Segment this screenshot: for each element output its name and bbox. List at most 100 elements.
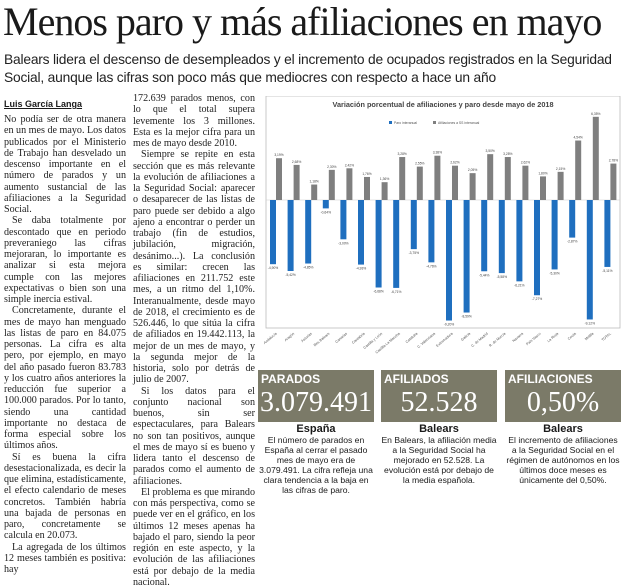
paragraph: Sí es buena la cifra desestacionalizada,…: [4, 451, 126, 542]
data-label: -6,71%: [391, 290, 402, 294]
paragraph: Si los datos para el conjunto nacional s…: [133, 385, 255, 487]
stat-value: 3.079.491: [260, 387, 372, 418]
category-label: Melilla: [584, 332, 594, 342]
category-label: R. de Murcia: [488, 332, 506, 348]
headline: Menos paro y más afiliaciones en mayo: [3, 0, 602, 44]
bar-afiliaciones: [346, 168, 353, 200]
category-label: Ceuta: [567, 332, 577, 341]
bar-paro: [586, 200, 593, 320]
bar-paro: [604, 200, 611, 267]
legend-label-paro: Paro interanual: [394, 121, 417, 125]
stat-label: PARADOS: [261, 372, 321, 386]
bar-afiliaciones: [328, 169, 335, 200]
paragraph: 172.639 parados menos, con lo que el tot…: [133, 93, 255, 149]
data-label: 1,76%: [362, 172, 371, 176]
data-label: 3,38%: [433, 151, 442, 155]
bar-paro: [551, 200, 558, 270]
stat-value: 52.528: [400, 387, 478, 418]
data-label: -6,68%: [373, 290, 384, 294]
category-label: TOTAL: [601, 332, 612, 342]
stat-description: El número de parados en España al cerrar…: [259, 435, 373, 495]
data-label: 2,68%: [292, 160, 301, 164]
bar-afiliaciones: [592, 116, 599, 200]
stat-parados: PARADOS 3.079.491 España El número de pa…: [258, 370, 374, 495]
data-label: 6,35%: [591, 112, 600, 116]
stat-region: España: [296, 423, 336, 435]
stat-afiliaciones: AFILIACIONES 0,50% Balears El incremento…: [505, 370, 621, 485]
bar-paro: [463, 200, 470, 313]
data-label: -4,76%: [426, 264, 437, 268]
category-label: Illes Balears: [313, 332, 331, 348]
bar-afiliaciones: [276, 158, 282, 200]
subtitle: Balears lidera el descenso de desemplead…: [4, 52, 612, 85]
stat-box: AFILIADOS 52.528: [381, 370, 497, 422]
bar-afiliaciones: [381, 182, 388, 200]
data-label: -4,93%: [356, 267, 367, 271]
data-label: -9,12%: [585, 321, 596, 325]
bar-afiliaciones: [416, 166, 423, 200]
data-label: -5,42%: [285, 273, 296, 277]
bar-afiliaciones: [575, 140, 582, 200]
bar-paro: [270, 200, 276, 265]
bar-paro: [322, 200, 329, 209]
data-label: -5,58%: [497, 275, 508, 279]
stat-region: Balears: [543, 423, 583, 435]
legend-swatch-paro: [389, 121, 392, 124]
category-label: La Rioja: [547, 332, 560, 344]
bar-afiliaciones: [610, 163, 617, 200]
bar-afiliaciones: [293, 164, 300, 200]
data-label: 3,28%: [503, 152, 512, 156]
data-label: 1,36%: [380, 177, 389, 181]
stat-description: El incremento de afiliaciones a la Segur…: [506, 435, 620, 485]
data-label: -9,20%: [444, 323, 455, 327]
data-label: -2,87%: [567, 240, 578, 244]
legend-label-afiliaciones: Afiliaciones a SS interanual: [438, 121, 480, 125]
stat-label: AFILIACIONES: [508, 372, 593, 386]
bar-chart: Variación porcentual de afiliaciones y p…: [263, 96, 621, 355]
data-label: 2,05%: [468, 168, 477, 172]
category-label: Andalucía: [263, 332, 278, 345]
data-label: 2,42%: [345, 163, 354, 167]
bar-paro: [410, 200, 417, 250]
data-label: 2,55%: [415, 162, 424, 166]
bar-paro: [393, 200, 400, 288]
legend: Paro interanual Afiliaciones a SS intera…: [389, 121, 480, 125]
category-label: País Vasco: [525, 332, 541, 347]
data-label: -3,00%: [338, 241, 349, 245]
data-label: 2,62%: [521, 161, 530, 165]
category-label: Cantabria: [351, 332, 366, 345]
bar-afiliaciones: [434, 155, 441, 200]
stat-box: PARADOS 3.079.491: [258, 370, 374, 422]
bar-afiliaciones: [557, 171, 564, 200]
bar-paro: [375, 200, 382, 288]
data-label: 3,28%: [398, 152, 407, 156]
category-label: C. de Madrid: [471, 332, 489, 348]
stat-region: Balears: [419, 423, 459, 435]
stat-box: AFILIACIONES 0,50%: [505, 370, 621, 422]
bar-afiliaciones: [522, 165, 529, 200]
paragraph: La agregada de los últimos 12 meses tamb…: [4, 541, 126, 576]
paragraph: Concretamente, durante el mes de mayo ha…: [4, 305, 126, 452]
category-label: Aragón: [284, 332, 295, 343]
chart-frame: [265, 96, 621, 329]
stat-label: AFILIADOS: [384, 372, 449, 386]
category-label: Navarra: [512, 332, 524, 343]
legend-swatch-afiliaciones: [433, 121, 436, 124]
data-label: -3,75%: [409, 251, 420, 255]
bar-paro: [498, 200, 505, 274]
bar-afiliaciones: [504, 157, 511, 200]
article-column-1: No podía ser de otra manera en un mes de…: [4, 114, 126, 575]
data-label: -6,21%: [514, 283, 525, 287]
data-label: 3,50%: [486, 149, 495, 153]
data-label: 2,78%: [609, 159, 618, 163]
data-label: -4,90%: [268, 266, 279, 270]
bar-paro: [340, 200, 347, 240]
bar-afiliaciones: [364, 176, 370, 200]
article-column-2: 172.639 parados menos, con lo que el tot…: [133, 93, 255, 588]
data-label: 2,30%: [327, 165, 336, 169]
stat-value: 0,50%: [526, 387, 600, 418]
bar-paro: [358, 200, 364, 265]
category-label: Canarias: [334, 332, 348, 344]
paragraph: El problema es que mirando con más persp…: [133, 486, 255, 588]
data-label: -5,11%: [602, 269, 612, 273]
